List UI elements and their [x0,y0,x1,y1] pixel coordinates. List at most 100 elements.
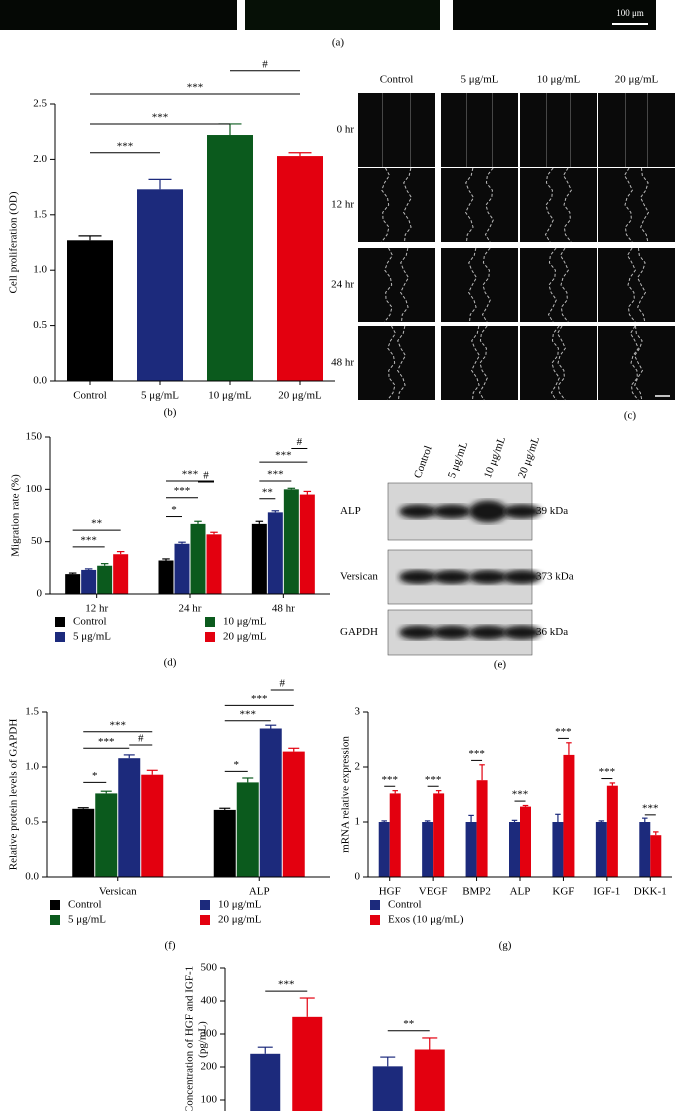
row-label: 12 hr [331,199,354,211]
significance-label: # [203,470,209,482]
blot-band [433,570,471,584]
significance-label: *** [267,468,284,480]
significance-label: * [171,504,177,516]
significance-label: *** [117,140,134,152]
blot-band [433,625,471,640]
error-bar [598,820,605,822]
y-tick-label: 0.0 [25,871,39,883]
error-bar [642,817,648,822]
legend-swatch [55,632,65,642]
size-label: 39 kDa [536,505,568,517]
error-bar [435,790,442,794]
bar [158,560,174,594]
error-bar [265,724,277,729]
error-bar [566,742,572,755]
x-tick-label: 20 μg/mL [278,390,322,402]
x-tick-label: Versican [99,886,137,898]
significance-label: # [138,733,144,745]
wound-edge [397,325,407,401]
bar [639,822,651,877]
protein-label: Versican [340,571,378,583]
error-bar [116,551,125,555]
micrograph [598,326,675,400]
error-bar [392,790,398,794]
error-bar [218,123,242,136]
y-tick-label: 1.0 [33,264,47,276]
bar [250,1053,281,1111]
x-tick-label: 24 hr [179,603,202,615]
error-bar [162,558,170,561]
wound-edge [403,167,413,243]
error-bar [609,782,616,786]
legend-label: 10 μg/mL [223,616,267,628]
error-bar [422,1037,438,1050]
row-label: 0 hr [337,124,355,136]
panel-label: (a) [332,37,345,49]
legend-label: Control [73,616,107,628]
x-tick-label: Control [73,390,107,402]
error-bar [257,1046,273,1054]
significance-label: ** [91,518,102,530]
significance-label: *** [251,693,268,705]
bar [190,523,206,594]
wound-edge [559,247,569,323]
x-tick-label: BMP2 [462,886,491,898]
micrograph [245,0,440,30]
significance-label: *** [240,708,257,720]
error-bar [653,831,659,836]
legend-swatch [370,915,380,925]
wound-edge [387,325,397,401]
y-axis-title: Relative protein levels of GAPDH [8,719,20,871]
blot-band [503,570,541,584]
bar [292,1016,323,1111]
scale-bar-label: 100 μm [616,8,644,18]
lane-label: 5 μg/mL [446,440,470,480]
wound-edge [550,325,560,401]
column-label: 5 μg/mL [461,74,499,86]
y-tick-label: 0.5 [33,319,47,331]
row-label: 48 hr [331,357,354,369]
bar [72,808,95,877]
bar [606,785,618,877]
error-bar [511,819,518,822]
legend-label: 20 μg/mL [223,631,267,643]
x-tick-label: VEGF [419,886,448,898]
significance-label: *** [555,726,572,738]
error-bar [255,520,264,524]
error-bar [287,487,296,490]
legend-swatch [50,915,60,925]
error-bar [123,754,135,759]
wound-edge [639,167,650,243]
bar [213,809,236,877]
significance-label: *** [599,766,616,778]
y-tick-label: 200 [201,1061,218,1073]
error-bar [424,820,431,822]
y-tick-label: 2 [355,761,361,773]
significance-label: ** [262,486,273,498]
bar [95,793,118,877]
error-bar [100,790,112,794]
y-tick-label: 2.5 [33,98,47,110]
bar [118,758,141,877]
error-bar [210,531,218,535]
bar [259,728,282,877]
significance-label: *** [182,468,199,480]
bar [97,565,113,594]
bar [414,1049,445,1111]
significance-label: *** [110,719,127,731]
micrograph [441,326,518,400]
legend-label: Control [388,899,422,911]
y-tick-label: 1 [355,816,361,828]
legend-swatch [200,915,210,925]
bar [137,189,183,381]
error-bar [555,813,561,822]
y-axis-title: mRNA relative expression [340,736,352,853]
wound-edge [629,325,639,401]
significance-label: *** [152,111,169,123]
bar [141,774,164,877]
protein-label: ALP [340,505,361,517]
micrograph [520,93,597,167]
blot-band [433,504,471,519]
wound-edge [484,167,494,243]
